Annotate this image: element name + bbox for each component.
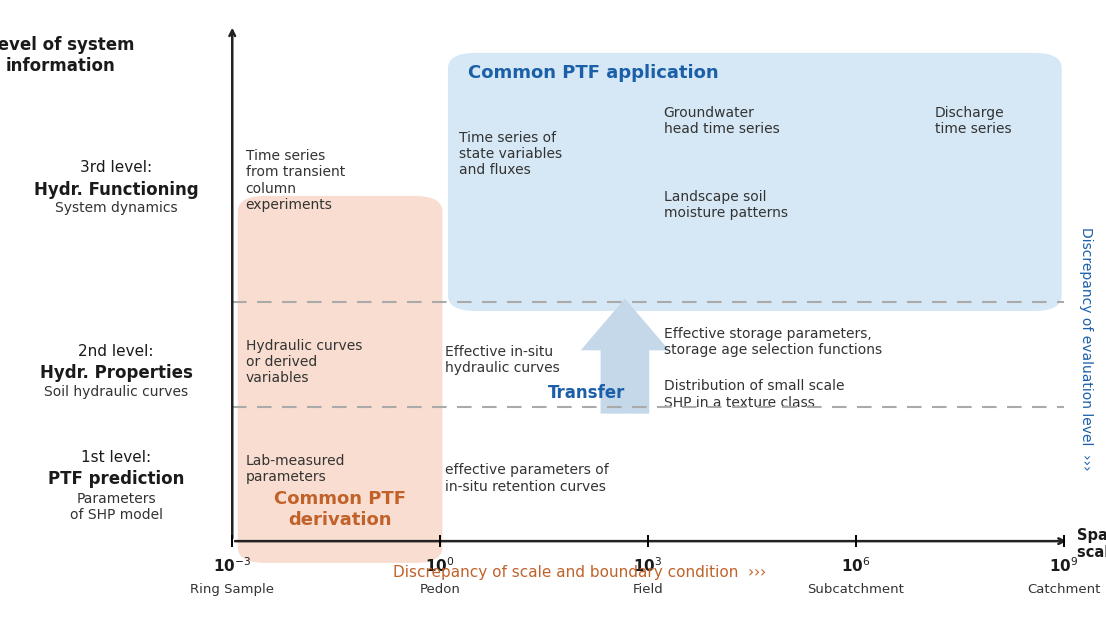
Text: Hydraulic curves
or derived
variables: Hydraulic curves or derived variables [246, 339, 362, 386]
FancyBboxPatch shape [448, 53, 1062, 311]
Text: Distribution of small scale
SHP in a texture class: Distribution of small scale SHP in a tex… [664, 379, 844, 410]
Text: Discharge
time series: Discharge time series [935, 106, 1011, 136]
Text: Hydr. Properties: Hydr. Properties [40, 364, 192, 382]
Text: Field: Field [633, 583, 664, 596]
Text: 1st level:: 1st level: [81, 450, 152, 465]
Text: System dynamics: System dynamics [55, 202, 177, 215]
Text: 10$^{6}$: 10$^{6}$ [842, 557, 870, 575]
Text: Ring Sample: Ring Sample [190, 583, 274, 596]
Polygon shape [581, 299, 669, 414]
Text: Effective storage parameters,
storage age selection functions: Effective storage parameters, storage ag… [664, 327, 881, 357]
Text: Time series
from transient
column
experiments: Time series from transient column experi… [246, 149, 345, 212]
Text: 10$^{-3}$: 10$^{-3}$ [213, 557, 251, 575]
Text: 10$^{0}$: 10$^{0}$ [426, 557, 455, 575]
Text: Landscape soil
moisture patterns: Landscape soil moisture patterns [664, 190, 787, 220]
Text: Lab-measured
parameters: Lab-measured parameters [246, 454, 345, 485]
Text: Soil hydraulic curves: Soil hydraulic curves [44, 385, 188, 399]
Text: 10$^{3}$: 10$^{3}$ [634, 557, 662, 575]
Text: Level of system
information: Level of system information [0, 36, 135, 75]
Text: Hydr. Functioning: Hydr. Functioning [34, 181, 198, 198]
Text: Common PTF
derivation: Common PTF derivation [274, 490, 406, 529]
Text: Common PTF application: Common PTF application [468, 64, 719, 82]
Text: 10$^{9}$: 10$^{9}$ [1050, 557, 1078, 575]
Text: Effective in-situ
hydraulic curves: Effective in-situ hydraulic curves [445, 345, 560, 376]
Text: effective parameters of
in-situ retention curves: effective parameters of in-situ retentio… [445, 463, 608, 494]
Text: Subcatchment: Subcatchment [807, 583, 905, 596]
Text: PTF prediction: PTF prediction [48, 470, 185, 488]
Text: Groundwater
head time series: Groundwater head time series [664, 106, 780, 136]
Text: Transfer: Transfer [547, 384, 625, 402]
Text: Catchment: Catchment [1027, 583, 1100, 596]
FancyBboxPatch shape [238, 196, 442, 563]
Text: Spatial
scale (m²): Spatial scale (m²) [1077, 528, 1106, 560]
Text: Parameters
of SHP model: Parameters of SHP model [70, 492, 163, 522]
Text: 2nd level:: 2nd level: [79, 344, 154, 359]
Text: Time series of
state variables
and fluxes: Time series of state variables and fluxe… [459, 131, 562, 177]
Text: Discrepancy of evaluation level  ›››: Discrepancy of evaluation level ››› [1079, 226, 1093, 470]
Text: Discrepancy of scale and boundary condition  ›››: Discrepancy of scale and boundary condit… [393, 565, 765, 580]
Text: Pedon: Pedon [420, 583, 460, 596]
Text: 3rd level:: 3rd level: [80, 160, 153, 175]
